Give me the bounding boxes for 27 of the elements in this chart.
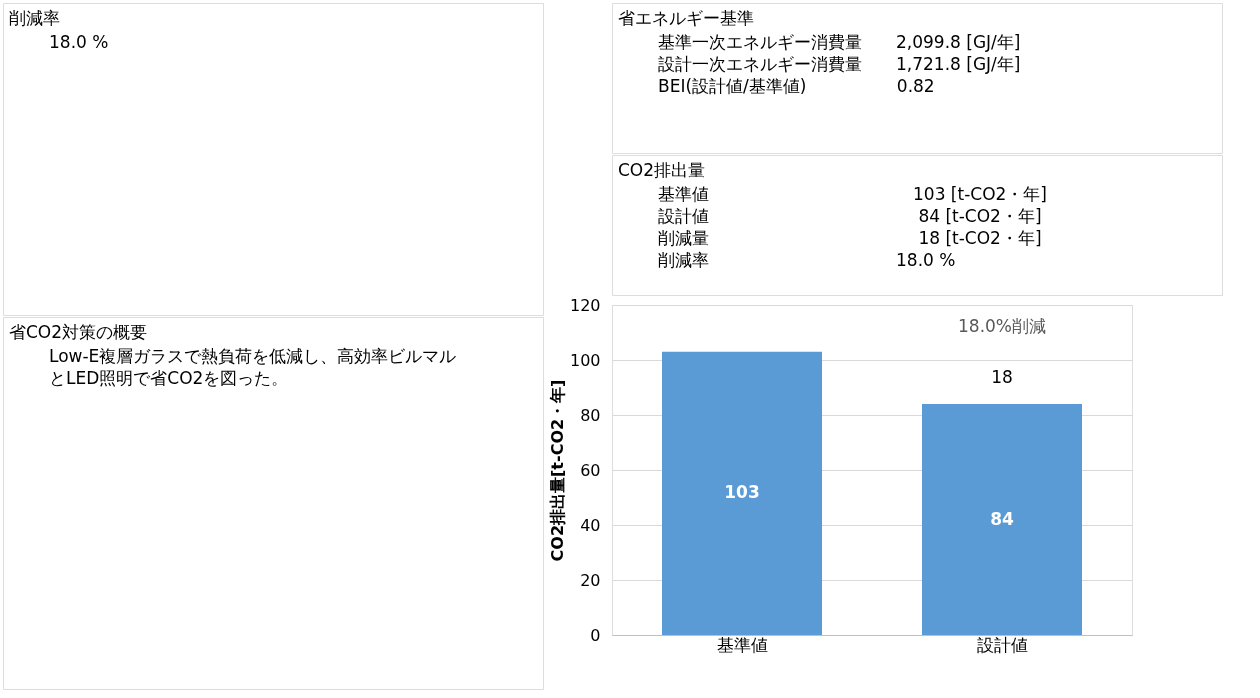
text: 基準一次エネルギー消費量 2,099.8 [GJ/年] <box>658 32 1021 52</box>
text: 削減量 18 [t-CO2・年] <box>658 228 1042 248</box>
text: 設計値 84 [t-CO2・年] <box>658 206 1042 226</box>
y-tick-label: 60 <box>580 460 601 480</box>
text: 削減率 <box>9 8 60 28</box>
x-tick-label: 基準値 <box>716 634 768 655</box>
y-tick-label: 100 <box>569 350 601 370</box>
text: 設計一次エネルギー消費量 1,721.8 [GJ/年] <box>658 54 1021 74</box>
y-tick-label: 0 <box>590 625 601 645</box>
x-tick-label: 設計値 <box>976 634 1028 655</box>
text: BEI(設計値/基準値) 0.82 <box>658 76 935 96</box>
text: 削減率 18.0 % <box>658 250 956 270</box>
text: 省CO2対策の概要 <box>9 322 148 342</box>
y-axis-title: CO2排出量[t-CO2・年] <box>547 379 567 562</box>
data-label: 84 <box>990 508 1014 529</box>
data-label: 103 <box>724 482 760 503</box>
y-tick-label: 20 <box>580 570 601 590</box>
annotation: 18 <box>991 366 1013 387</box>
y-tick-label: 80 <box>580 405 601 425</box>
y-tick-label: 120 <box>569 295 601 315</box>
text: CO2排出量 <box>618 160 706 180</box>
text: Low-E複層ガラスで熱負荷を低減し、高効率ビルマルとLED照明で省CO2を図った。 <box>49 346 457 388</box>
text: 省エネルギー基準 <box>618 8 754 28</box>
annotation: 18.0%削減 <box>957 316 1047 336</box>
text: 18.0 % <box>49 32 109 52</box>
y-tick-label: 40 <box>580 515 601 535</box>
text: 基準値 103 [t-CO2・年] <box>658 184 1047 204</box>
